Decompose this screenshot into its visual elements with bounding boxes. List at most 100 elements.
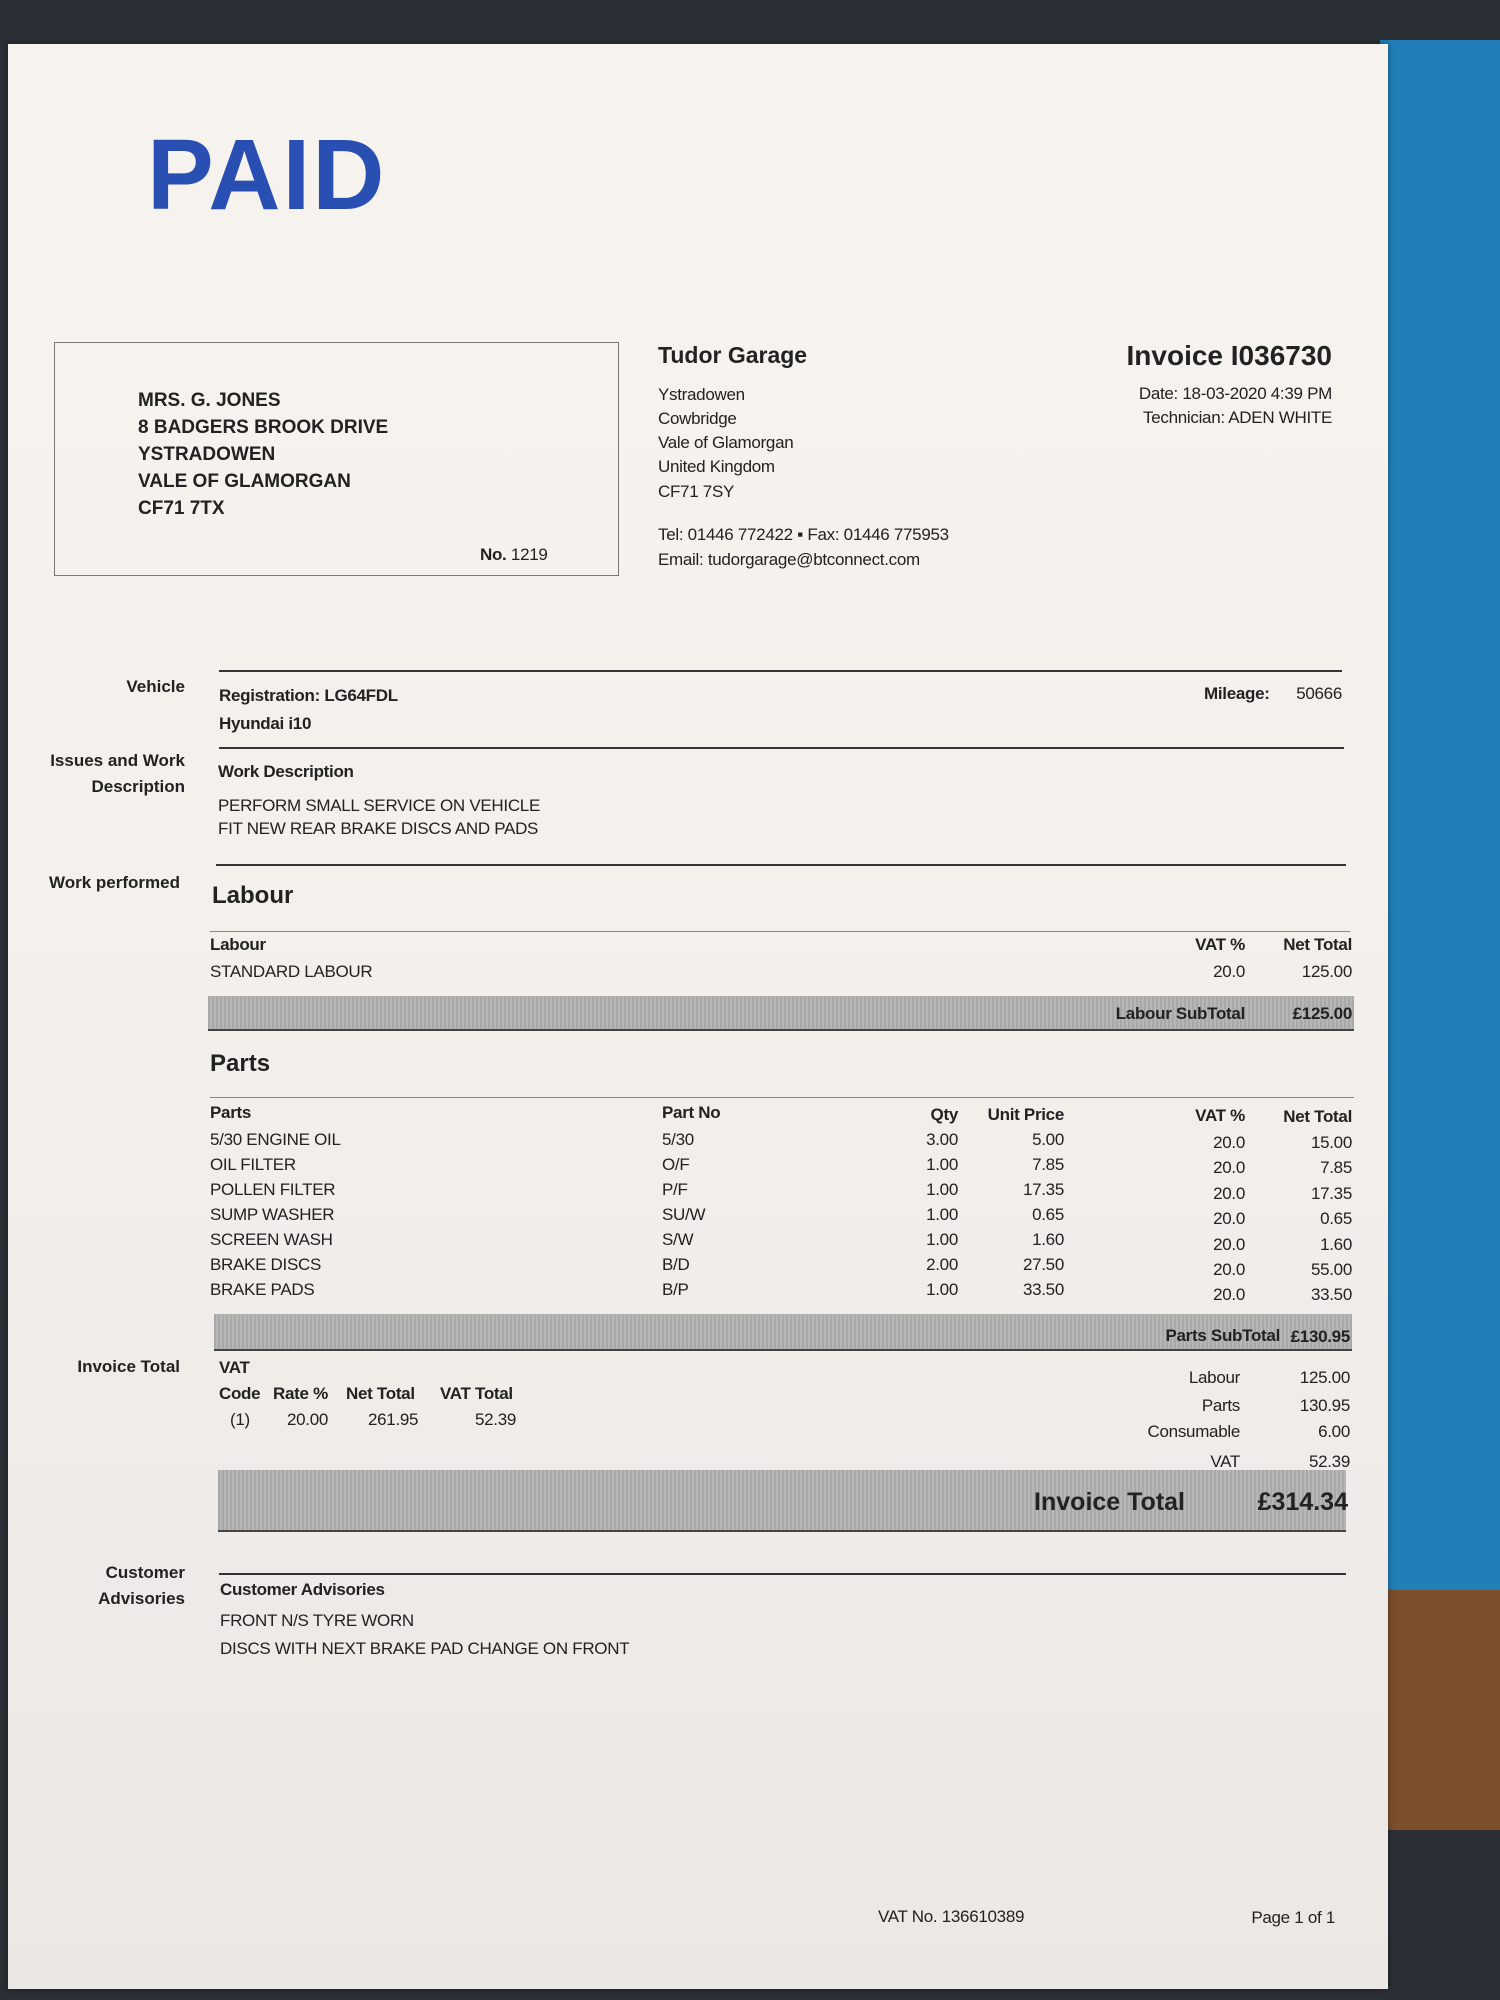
parts-cell-no: B/P [662, 1280, 689, 1299]
parts-cell-qty: 3.00 [926, 1130, 958, 1149]
vat-col-header: Net Total [346, 1384, 415, 1403]
parts-cell-qty: 1.00 [926, 1230, 958, 1249]
parts-cell-desc: SUMP WASHER [210, 1205, 335, 1224]
total-value: 6.00 [1318, 1422, 1350, 1441]
parts-cell-no: B/D [662, 1255, 690, 1274]
divider [219, 747, 1344, 749]
company-phone-fax: Tel: 01446 772422 ▪ Fax: 01446 775953 [658, 525, 949, 544]
parts-heading: Parts [210, 1050, 271, 1077]
work-description-heading: Work Description [218, 762, 354, 781]
parts-cell-qty: 1.00 [926, 1155, 958, 1174]
parts-subtotal-value: £130.95 [1290, 1327, 1351, 1346]
parts-subtotal-bar [214, 1314, 1352, 1351]
mileage-label: Mileage: [1204, 684, 1270, 703]
address-line: VALE OF GLAMORGAN [138, 471, 351, 492]
parts-cell-price: 27.50 [1022, 1255, 1064, 1274]
parts-cell-vat: 20.0 [1213, 1260, 1245, 1279]
address-line: YSTRADOWEN [138, 444, 276, 465]
paid-stamp: PAID [147, 119, 387, 231]
advisory-line: DISCS WITH NEXT BRAKE PAD CHANGE ON FRON… [220, 1639, 630, 1658]
parts-cell-price: 33.50 [1022, 1280, 1064, 1299]
parts-cell-qty: 1.00 [926, 1180, 958, 1199]
vat-col-header: Code [219, 1384, 261, 1403]
work-description-line: FIT NEW REAR BRAKE DISCS AND PADS [218, 819, 539, 838]
vehicle-registration: Registration: LG64FDL [219, 686, 398, 705]
total-value: 125.00 [1299, 1368, 1351, 1387]
vat-number: VAT No. 136610389 [878, 1907, 1025, 1926]
address-line: 8 BADGERS BROOK DRIVE [138, 417, 389, 438]
labour-subtotal-bar [208, 996, 1354, 1031]
invoice-date: Date: 18-03-2020 4:39 PM [1138, 384, 1332, 403]
labour-subtotal-value: £125.00 [1292, 1004, 1353, 1023]
total-label: Parts [1201, 1396, 1240, 1415]
divider [219, 1573, 1346, 1575]
divider [210, 931, 1350, 932]
advisories-heading: Customer Advisories [220, 1580, 385, 1599]
labour-heading: Labour [212, 882, 294, 909]
total-label: Labour [1188, 1368, 1240, 1387]
parts-cell-net: 7.85 [1320, 1158, 1352, 1178]
section-label-invoice-total: Invoice Total [77, 1357, 180, 1376]
section-label-issues: Description [91, 777, 185, 796]
invoice-total-bar [218, 1470, 1346, 1532]
parts-cell-no: SU/W [662, 1205, 706, 1224]
company-address-line: Vale of Glamorgan [658, 433, 794, 452]
background-desk [1380, 1590, 1500, 1830]
parts-cell-vat: 20.0 [1213, 1209, 1245, 1229]
company-address-line: United Kingdom [658, 457, 775, 476]
address-line: CF71 7TX [138, 498, 225, 519]
customer-number: No. 1219 [480, 545, 548, 564]
labour-desc: STANDARD LABOUR [210, 962, 373, 981]
parts-cell-qty: 1.00 [926, 1205, 958, 1224]
parts-cell-no: P/F [662, 1180, 688, 1199]
parts-cell-desc: BRAKE PADS [210, 1280, 315, 1299]
vat-total: 52.39 [475, 1410, 517, 1429]
divider [219, 670, 1342, 672]
labour-col-header: VAT % [1195, 935, 1245, 954]
vat-code: (1) [230, 1410, 250, 1429]
company-address-line: CF71 7SY [658, 482, 735, 501]
vat-col-header: Rate % [273, 1384, 328, 1403]
labour-net: 125.00 [1301, 962, 1353, 981]
parts-col-header: Unit Price [987, 1105, 1065, 1124]
company-address-line: Cowbridge [658, 409, 737, 428]
parts-cell-qty: 2.00 [926, 1255, 958, 1274]
invoice-total-label: Invoice Total [1034, 1488, 1185, 1516]
total-label: Consumable [1147, 1422, 1241, 1441]
advisory-line: FRONT N/S TYRE WORN [220, 1611, 414, 1630]
parts-cell-net: 33.50 [1310, 1285, 1352, 1305]
page-number: Page 1 of 1 [1251, 1908, 1335, 1927]
section-label-vehicle: Vehicle [126, 677, 185, 696]
vat-col-header: VAT Total [440, 1384, 513, 1403]
parts-cell-net: 55.00 [1310, 1260, 1352, 1279]
parts-subtotal-label: Parts SubTotal [1165, 1326, 1280, 1345]
vat-rate: 20.00 [287, 1410, 329, 1429]
parts-cell-price: 0.65 [1032, 1205, 1064, 1224]
divider [210, 1097, 1354, 1098]
company-address-line: Ystradowen [658, 385, 745, 404]
address-line: MRS. G. JONES [138, 390, 281, 411]
parts-cell-desc: SCREEN WASH [210, 1230, 333, 1249]
customer-address-box [54, 342, 619, 576]
parts-cell-no: 5/30 [662, 1130, 694, 1149]
vat-net: 261.95 [368, 1410, 419, 1429]
parts-cell-net: 15.00 [1310, 1133, 1352, 1152]
parts-col-header: Net Total [1283, 1107, 1352, 1126]
total-value: 130.95 [1299, 1396, 1351, 1415]
parts-cell-price: 5.00 [1032, 1130, 1064, 1149]
work-description-line: PERFORM SMALL SERVICE ON VEHICLE [218, 796, 540, 815]
invoice-total-value: £314.34 [1257, 1488, 1348, 1516]
parts-cell-vat: 20.0 [1213, 1234, 1245, 1254]
vat-heading: VAT [219, 1358, 250, 1377]
vehicle-model: Hyundai i10 [219, 714, 312, 733]
parts-cell-net: 0.65 [1320, 1209, 1352, 1229]
section-label-issues: Issues and Work [50, 751, 185, 770]
parts-cell-vat: 20.0 [1213, 1133, 1245, 1152]
mileage-value: 50666 [1296, 684, 1342, 703]
parts-cell-price: 17.35 [1022, 1180, 1064, 1199]
parts-col-header: Parts [210, 1103, 252, 1122]
company-email: Email: tudorgarage@btconnect.com [658, 550, 920, 569]
section-label-work-performed: Work performed [49, 873, 180, 892]
parts-cell-net: 1.60 [1320, 1234, 1352, 1254]
labour-subtotal-label: Labour SubTotal [1115, 1004, 1246, 1023]
